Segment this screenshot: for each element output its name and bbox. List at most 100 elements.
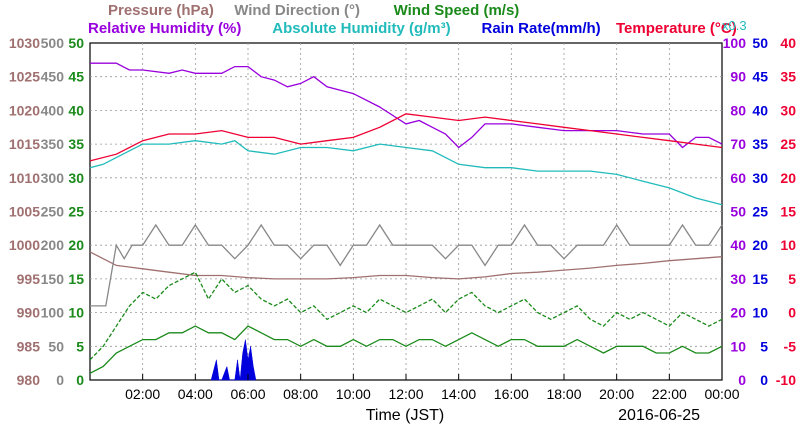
pressure-tick: 995 <box>17 271 41 287</box>
humidity-tick: 70 <box>730 136 746 152</box>
wind-speed-tick: 15 <box>68 271 84 287</box>
wind-speed-tick: 30 <box>68 170 84 186</box>
pressure-tick: 1000 <box>9 237 40 253</box>
rain-rate-tick: 10 <box>752 305 768 321</box>
legend-top-item-0: Pressure (hPa) <box>108 2 214 19</box>
x-tick-label: 14:00 <box>441 386 476 402</box>
x-tick-label: 08:00 <box>283 386 318 402</box>
pressure-tick: 1025 <box>9 69 40 85</box>
pressure-tick: 1030 <box>9 35 40 51</box>
rain-rate-tick: 5 <box>760 338 768 354</box>
humidity-tick: 20 <box>730 305 746 321</box>
pressure-tick: 1015 <box>9 136 40 152</box>
legend: Pressure (hPa) Wind Direction (°) Wind Spe… <box>88 2 747 37</box>
series-layer <box>89 62 723 381</box>
temperature-tick: 5 <box>788 271 796 287</box>
legend-bottom-item-2: Rain Rate(mm/h) <box>482 20 601 37</box>
x-tick-label: 04:00 <box>178 386 213 402</box>
x-tick-label: 20:00 <box>599 386 634 402</box>
x-axis-label: Time (JST) <box>366 407 445 424</box>
rain-rate-tick: 50 <box>752 35 768 51</box>
x-tick-label: 06:00 <box>230 386 265 402</box>
temperature-tick: 0 <box>788 305 796 321</box>
rain-rate-tick: 35 <box>752 136 768 152</box>
humidity-tick: 10 <box>730 338 746 354</box>
legend-bottom-item-3: Temperature (°C) <box>616 20 737 37</box>
wind-direction-tick: 0 <box>56 372 64 388</box>
temperature-tick: -10 <box>776 372 796 388</box>
rain-rate-tick: 40 <box>752 102 768 118</box>
rain-rate-tick: 20 <box>752 237 768 253</box>
abs-humidity-scale-note: x0.3 <box>722 18 747 33</box>
humidity-tick: 80 <box>730 102 746 118</box>
wind-direction-tick: 500 <box>41 35 65 51</box>
temperature-tick: 10 <box>780 237 796 253</box>
series-temperature-c <box>89 113 723 162</box>
series-rain-rate <box>210 339 257 381</box>
wind-speed-tick: 10 <box>68 305 84 321</box>
wind-direction-tick: 400 <box>41 102 65 118</box>
series-wind-direction <box>90 223 723 307</box>
wind-direction-tick: 250 <box>41 204 65 220</box>
series-pressure-hpa <box>89 251 723 280</box>
grid <box>90 43 722 380</box>
wind-direction-tick: 350 <box>41 136 65 152</box>
wind-speed-tick: 35 <box>68 136 84 152</box>
pressure-tick: 1010 <box>9 170 40 186</box>
pressure-tick: 980 <box>17 372 41 388</box>
wind-speed-tick: 20 <box>68 237 84 253</box>
wind-direction-tick: 450 <box>41 69 65 85</box>
temperature-tick: 35 <box>780 69 796 85</box>
x-tick-label: 22:00 <box>652 386 687 402</box>
humidity-tick: 90 <box>730 69 746 85</box>
date-label: 2016-06-25 <box>618 407 700 424</box>
rain-rate-tick: 15 <box>752 271 768 287</box>
wind-direction-tick: 100 <box>41 305 65 321</box>
legend-top-item-2: Wind Speed (m/s) <box>394 2 520 19</box>
wind-speed-tick: 45 <box>68 69 84 85</box>
legend-top-item-1: Wind Direction (°) <box>234 2 360 19</box>
rain-rate-tick: 0 <box>760 372 768 388</box>
temperature-tick: 40 <box>780 35 796 51</box>
temperature-tick: 20 <box>780 170 796 186</box>
wind-speed-tick: 50 <box>68 35 84 51</box>
temperature-tick: -5 <box>784 338 797 354</box>
x-tick-label: 18:00 <box>546 386 581 402</box>
wind-speed-tick: 0 <box>76 372 84 388</box>
humidity-tick: 30 <box>730 271 746 287</box>
rain-rate-tick: 25 <box>752 204 768 220</box>
rain-rate-tick: 30 <box>752 170 768 186</box>
temperature-tick: 30 <box>780 102 796 118</box>
rain-rate-tick: 45 <box>752 69 768 85</box>
x-tick-label: 00:00 <box>704 386 739 402</box>
x-tick-label: 16:00 <box>494 386 529 402</box>
legend-bottom-item-1: Absolute Humidity (g/m³) <box>272 20 450 37</box>
humidity-tick: 50 <box>730 204 746 220</box>
x-tick-label: 10:00 <box>336 386 371 402</box>
wind-speed-tick: 40 <box>68 102 84 118</box>
legend-bottom-item-0: Relative Humidity (%) <box>88 20 241 37</box>
pressure-tick: 985 <box>17 338 41 354</box>
wind-speed-tick: 25 <box>68 204 84 220</box>
pressure-tick: 1005 <box>9 204 40 220</box>
series-relative-humidity <box>90 62 723 149</box>
wind-direction-tick: 300 <box>41 170 65 186</box>
pressure-tick: 1020 <box>9 102 40 118</box>
humidity-tick: 100 <box>723 35 747 51</box>
x-tick-label: 02:00 <box>125 386 160 402</box>
wind-direction-tick: 50 <box>48 338 64 354</box>
series-wind-speed-gust-m-s <box>89 271 723 361</box>
humidity-tick: 60 <box>730 170 746 186</box>
wind-direction-tick: 150 <box>41 271 65 287</box>
humidity-tick: 0 <box>738 372 746 388</box>
temperature-tick: 15 <box>780 204 796 220</box>
temperature-tick: 25 <box>780 136 796 152</box>
wind-direction-tick: 200 <box>41 237 65 253</box>
series-absolute-humidity-g-m <box>89 139 723 206</box>
series-wind-speed-m-s <box>89 325 723 374</box>
humidity-tick: 40 <box>730 237 746 253</box>
pressure-tick: 990 <box>17 305 41 321</box>
wind-speed-tick: 5 <box>76 338 84 354</box>
axes-layer: 1030102510201015101010051000995990985980… <box>9 35 796 402</box>
